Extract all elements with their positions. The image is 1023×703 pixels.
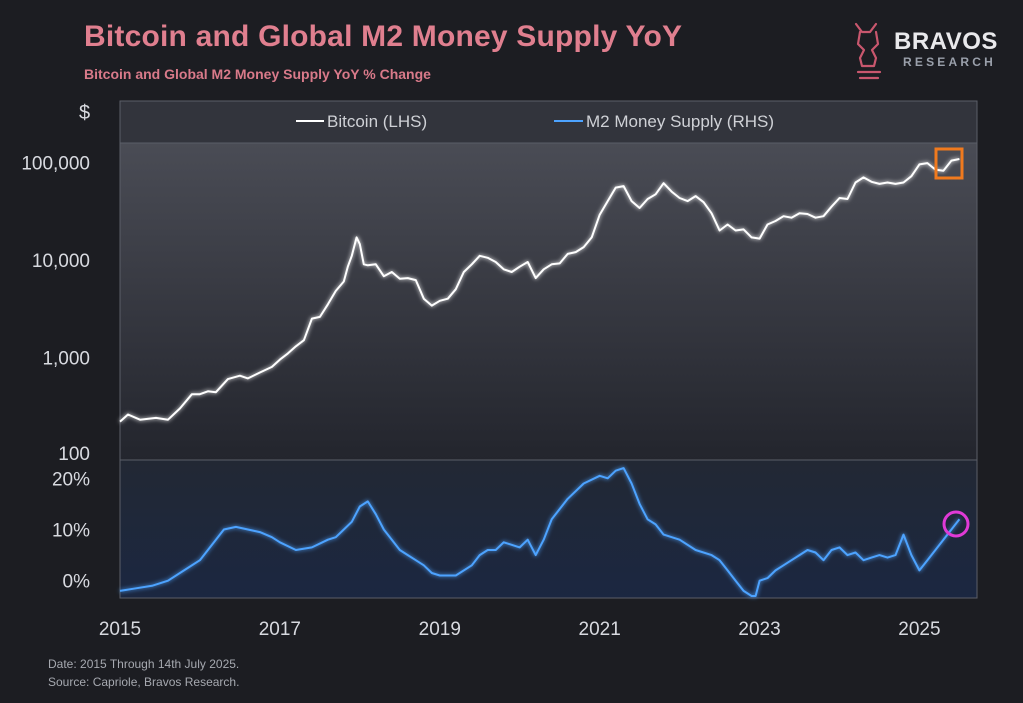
- x-tick-label: 2023: [738, 619, 780, 640]
- chart-title: Bitcoin and Global M2 Money Supply YoY: [84, 20, 683, 53]
- price-panel: [119, 142, 978, 461]
- x-tick-label: 2017: [259, 619, 301, 640]
- y-axis-unit-label: $: [79, 102, 90, 124]
- brand-subtitle: RESEARCH: [903, 55, 996, 69]
- y-tick-label-price: 100: [58, 444, 90, 465]
- brand-name: BRAVOS: [894, 28, 998, 55]
- latest-bitcoin-highlight-box: [934, 147, 964, 180]
- footnote-date: Date: 2015 Through 14th July 2025.: [48, 657, 240, 671]
- latest-m2-highlight-circle: [942, 510, 970, 538]
- y-tick-label-m2: 10%: [52, 521, 90, 542]
- x-tick-label: 2015: [99, 619, 141, 640]
- x-tick-label: 2021: [579, 619, 621, 640]
- x-tick-label: 2025: [898, 619, 940, 640]
- m2-series-line: [119, 467, 961, 597]
- y-tick-label-m2: 20%: [52, 469, 90, 490]
- footnote-source: Source: Capriole, Bravos Research.: [48, 675, 240, 689]
- y-tick-label-price: 10,000: [32, 251, 90, 272]
- legend-bitcoin-label: Bitcoin (LHS): [327, 112, 427, 131]
- chart-subtitle: Bitcoin and Global M2 Money Supply YoY %…: [84, 66, 431, 82]
- bitcoin-series-line: [119, 158, 960, 423]
- y-tick-label-m2: 0%: [63, 572, 91, 593]
- y-tick-label-price: 1,000: [42, 348, 90, 369]
- legend-m2-label: M2 Money Supply (RHS): [586, 112, 774, 131]
- y-tick-label-price: 100,000: [21, 153, 90, 174]
- legend-panel: [119, 100, 978, 144]
- bull-logo-icon: [854, 22, 882, 80]
- x-tick-label: 2019: [419, 619, 461, 640]
